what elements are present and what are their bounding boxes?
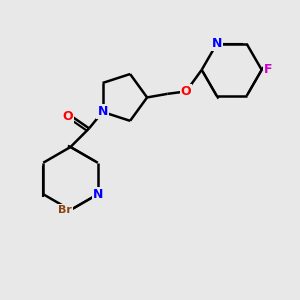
Text: O: O [62, 110, 73, 124]
Text: N: N [93, 188, 103, 201]
Text: N: N [98, 105, 108, 119]
Text: N: N [98, 105, 108, 119]
Text: Br: Br [58, 205, 72, 215]
Text: N: N [212, 38, 222, 50]
Text: O: O [181, 85, 191, 98]
Text: F: F [264, 63, 273, 76]
